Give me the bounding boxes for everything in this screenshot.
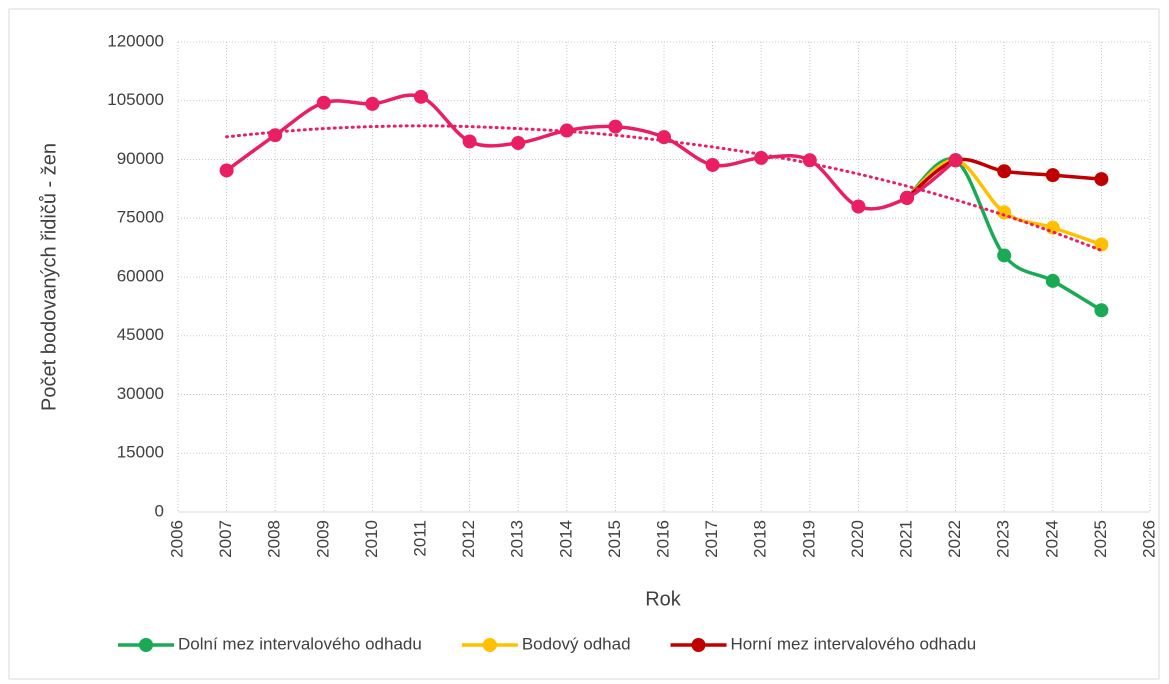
legend-marker	[691, 638, 706, 652]
marker	[1045, 273, 1060, 288]
marker	[1094, 303, 1109, 318]
x-tick-label: 2011	[410, 520, 429, 557]
marker	[948, 153, 963, 168]
x-tick-label: 2008	[265, 520, 284, 558]
marker	[268, 128, 283, 143]
y-axis-label: Počet bodovaných řidičů - žen	[38, 143, 60, 411]
x-tick-label: 2010	[362, 520, 381, 558]
x-tick-label: 2019	[799, 520, 818, 558]
series-line	[905, 157, 1104, 313]
x-tick-label: 2023	[994, 520, 1013, 558]
y-tick-label: 0	[155, 501, 164, 520]
x-tick-label: 2020	[848, 520, 867, 558]
x-tick-label: 2014	[556, 520, 575, 558]
marker	[1094, 237, 1109, 252]
marker	[316, 95, 331, 110]
marker	[997, 248, 1012, 263]
x-tick-label: 2026	[1139, 520, 1158, 558]
marker	[462, 134, 477, 149]
y-tick-label: 120000	[107, 31, 164, 50]
x-tick-label: 2013	[508, 520, 527, 558]
y-tick-label: 75000	[117, 208, 164, 227]
legend-marker	[482, 638, 497, 652]
x-tick-label: 2022	[945, 520, 964, 558]
marker	[754, 150, 769, 165]
x-tick-label: 2025	[1091, 520, 1110, 558]
x-tick-label: 2016	[653, 520, 672, 558]
legend-label: Dolní mez intervalového odhadu	[178, 634, 422, 653]
marker	[997, 164, 1012, 179]
series-line	[224, 93, 958, 211]
x-tick-label: 2015	[605, 520, 624, 558]
legend-label: Bodový odhad	[522, 634, 631, 653]
chart-border	[8, 8, 1160, 680]
marker	[851, 199, 866, 214]
y-tick-label: 30000	[117, 384, 164, 403]
x-tick-label: 2024	[1042, 520, 1061, 558]
marker	[1094, 172, 1109, 187]
marker	[559, 123, 574, 138]
y-tick-label: 45000	[117, 325, 164, 344]
marker	[1045, 168, 1060, 183]
x-tick-label: 2012	[459, 520, 478, 558]
marker	[414, 89, 428, 104]
legend-label: Horní mez intervalového odhadu	[731, 634, 977, 653]
marker	[365, 96, 380, 111]
y-tick-label: 15000	[117, 443, 164, 462]
x-axis-label: Rok	[645, 588, 682, 610]
y-tick-label: 90000	[117, 149, 164, 168]
marker	[657, 130, 671, 145]
marker	[705, 157, 720, 172]
x-tick-label: 2017	[702, 520, 721, 558]
y-tick-label: 60000	[117, 266, 164, 285]
legend-marker	[139, 638, 153, 652]
y-tick-label: 105000	[107, 90, 164, 109]
x-tick-label: 2021	[896, 520, 915, 558]
marker	[511, 136, 526, 151]
marker	[900, 190, 914, 205]
x-tick-label: 2018	[751, 520, 770, 558]
x-tick-label: 2009	[313, 520, 332, 558]
marker	[219, 163, 234, 178]
x-tick-label: 2007	[216, 520, 235, 558]
x-tick-label: 2006	[167, 520, 186, 558]
marker	[802, 153, 817, 168]
marker	[608, 119, 623, 134]
